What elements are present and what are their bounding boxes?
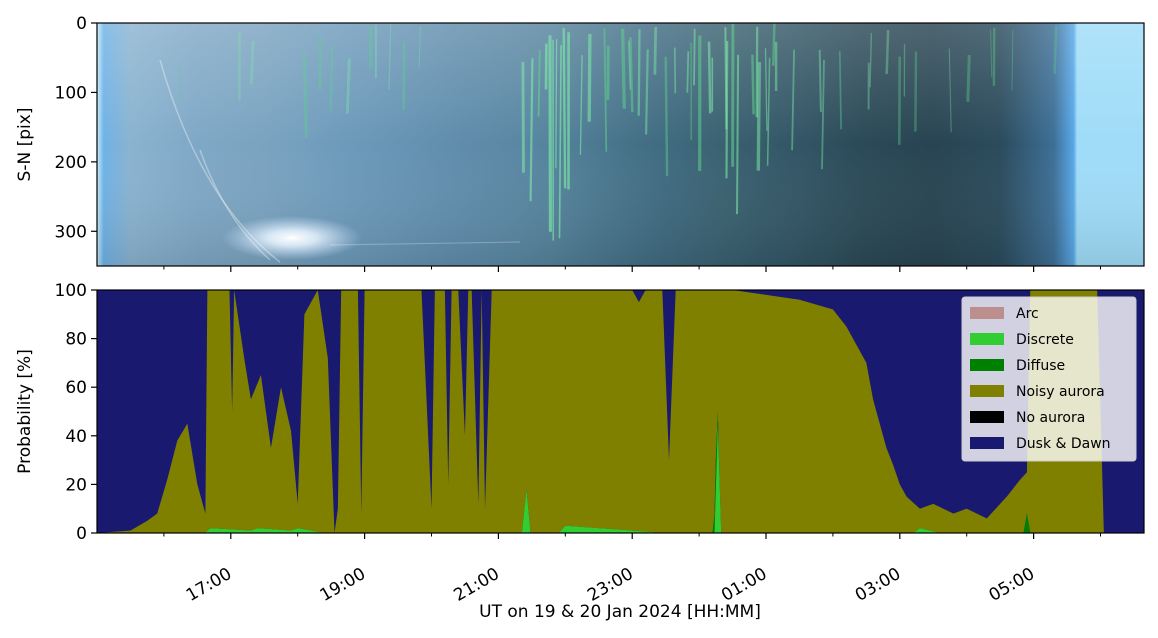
- legend-swatch: [970, 411, 1004, 423]
- aurora-streak: [764, 48, 768, 131]
- aurora-streak: [402, 41, 406, 110]
- aurora-streak: [329, 46, 334, 113]
- aurora-streak: [756, 62, 761, 171]
- aurora-streak: [537, 50, 541, 117]
- x-tick-label: 23:00: [584, 564, 636, 606]
- legend-label: Diffuse: [1016, 358, 1065, 374]
- probability-x-axis: 17:00 19:00 21:00 23:00 01:00 03:00 05:00: [163, 533, 1102, 606]
- aurora-streak: [914, 51, 918, 132]
- aurora-streak: [686, 51, 690, 93]
- aurora-streak: [620, 28, 626, 109]
- aurora-streak: [302, 53, 308, 139]
- keogram-frame: [96, 22, 1145, 267]
- aurora-streak: [249, 40, 255, 85]
- probability-areas: [97, 290, 1144, 533]
- legend: Arc Discrete Diffuse Noisy aurora No aurora D…: [961, 296, 1137, 462]
- keogram-image: [97, 23, 1144, 266]
- aurora-streak: [673, 47, 677, 94]
- legend-swatch: [970, 359, 1004, 371]
- moon-glare: [222, 216, 362, 260]
- probability-y-tick-label: 0: [76, 524, 87, 544]
- keogram-y-tick-label: 100: [55, 83, 87, 103]
- aurora-streaks: [179, 23, 1058, 241]
- x-tick-label: 21:00: [450, 564, 502, 606]
- x-tick-label: 05:00: [986, 564, 1038, 606]
- aurora-streak: [869, 32, 873, 88]
- aurora-streak: [629, 37, 634, 113]
- legend-swatch: [970, 333, 1004, 345]
- x-tick-label: 01:00: [718, 564, 770, 606]
- moon-trail: [329, 241, 521, 246]
- aurora-streak: [603, 28, 608, 152]
- keogram-y-tick-label: 200: [55, 153, 87, 173]
- legend-label: Noisy aurora: [1016, 384, 1105, 400]
- aurora-streak: [628, 40, 632, 90]
- keogram-x-ticks: [163, 266, 1102, 272]
- probability-y-tick-label: 40: [65, 427, 87, 447]
- aurora-streak: [751, 54, 755, 115]
- probability-y-tick-label: 60: [65, 378, 87, 398]
- aurora-streak: [645, 49, 649, 135]
- aurora-streak: [818, 49, 822, 112]
- aurora-streak: [558, 45, 562, 239]
- aurora-streak: [990, 29, 993, 78]
- aurora-streak: [725, 40, 729, 179]
- probability-y-tick-label: 100: [55, 281, 87, 301]
- legend-swatch: [970, 437, 1004, 449]
- aurora-streak: [1011, 30, 1014, 91]
- aurora-streak: [948, 48, 952, 133]
- aurora-streak: [653, 26, 658, 75]
- aurora-streak: [766, 57, 771, 166]
- aurora-streak: [664, 56, 669, 177]
- legend-label: Discrete: [1016, 332, 1074, 348]
- aurora-streak: [736, 54, 740, 215]
- x-tick-label: 19:00: [317, 564, 369, 606]
- legend-swatch: [970, 307, 1004, 319]
- aurora-streak: [772, 23, 776, 66]
- keogram-y-axis: 0 100 200 300: [55, 14, 97, 242]
- aurora-streak: [838, 51, 842, 130]
- probability-y-tick-label: 20: [65, 475, 87, 495]
- aurora-streak: [388, 23, 392, 90]
- aurora-streak: [966, 54, 971, 102]
- aurora-streak: [346, 58, 351, 114]
- x-axis-label: UT on 19 & 20 Jan 2024 [HH:MM]: [479, 602, 761, 622]
- aurora-streak: [529, 58, 534, 202]
- keogram-y-tick-label: 0: [76, 14, 87, 34]
- aurora-streak: [1053, 25, 1058, 75]
- probability-y-tick-label: 80: [65, 330, 87, 350]
- probability-y-axis: 0 20 40 60 80 100: [55, 281, 97, 544]
- probability-panel: 0 20 40 60 80 100 17:00 19:00 21:00 23:00 01:00 03…: [15, 281, 1145, 622]
- moon-arc-2: [199, 149, 271, 261]
- aurora-streak: [555, 39, 558, 169]
- x-tick-label: 17:00: [183, 564, 235, 606]
- x-tick-label: 03:00: [852, 564, 904, 606]
- aurora-streak: [821, 59, 825, 170]
- aurora-streak: [693, 28, 696, 86]
- keogram-panel: 0 100 200 300 S-N [pix]: [15, 14, 1145, 272]
- aurora-streak: [637, 29, 641, 116]
- aurora-streak: [707, 41, 712, 114]
- moon-arc-1: [159, 59, 281, 263]
- keogram-y-tick-label: 300: [55, 222, 87, 242]
- aurora-streak: [755, 26, 759, 118]
- aurora-streak: [562, 28, 567, 189]
- aurora-streak: [418, 26, 421, 69]
- keogram-y-label: S-N [pix]: [15, 108, 35, 182]
- noisy-aurora-area: [97, 290, 1144, 533]
- legend-swatch: [970, 385, 1004, 397]
- legend-label: Arc: [1016, 306, 1039, 322]
- probability-frame: [96, 289, 1145, 534]
- aurora-streak: [791, 49, 795, 151]
- probability-y-label: Probability [%]: [15, 349, 35, 474]
- aurora-streak: [885, 30, 890, 74]
- legend-label: No aurora: [1016, 410, 1085, 426]
- legend-box: [961, 296, 1137, 462]
- legend-label: Dusk & Dawn: [1016, 436, 1111, 452]
- aurora-streak: [521, 61, 525, 173]
- aurora-streak: [587, 33, 592, 122]
- aurora-streak: [579, 55, 583, 155]
